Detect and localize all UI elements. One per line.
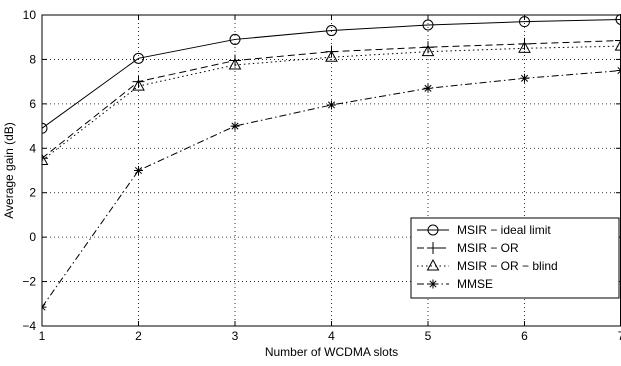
legend-label: MSIR − OR xyxy=(457,241,519,255)
data-point xyxy=(134,166,143,175)
legend-label: MSIR − OR − blind xyxy=(457,259,558,273)
y-tick-label: −2 xyxy=(22,275,36,289)
legend-marker xyxy=(429,280,438,289)
legend: MSIR − ideal limit MSIR − OR MSIR − OR − b… xyxy=(411,218,619,298)
data-point xyxy=(424,84,433,93)
data-point xyxy=(231,122,240,131)
data-point xyxy=(327,100,336,109)
y-axis-label: Average gain (dB) xyxy=(2,122,16,219)
x-tick-label: 4 xyxy=(328,329,335,343)
y-tick-label: 10 xyxy=(23,8,37,22)
x-axis-label: Number of WCDMA slots xyxy=(265,345,398,359)
legend-label: MSIR − ideal limit xyxy=(457,223,551,237)
x-tick-label: 3 xyxy=(232,329,239,343)
x-tick-label: 1 xyxy=(39,329,46,343)
y-tick-label: 2 xyxy=(29,186,36,200)
y-tick-label: 4 xyxy=(29,141,36,155)
data-point xyxy=(520,74,529,83)
y-tick-label: −4 xyxy=(22,319,36,333)
x-tick-label: 2 xyxy=(135,329,142,343)
y-tick-label: 0 xyxy=(29,230,36,244)
x-tick-label: 6 xyxy=(521,329,528,343)
data-point xyxy=(38,303,47,312)
x-tick-label: 5 xyxy=(425,329,432,343)
y-tick-label: 8 xyxy=(29,52,36,66)
y-tick-label: 6 xyxy=(29,97,36,111)
legend-label: MMSE xyxy=(457,277,493,291)
x-tick-label: 7 xyxy=(618,329,621,343)
